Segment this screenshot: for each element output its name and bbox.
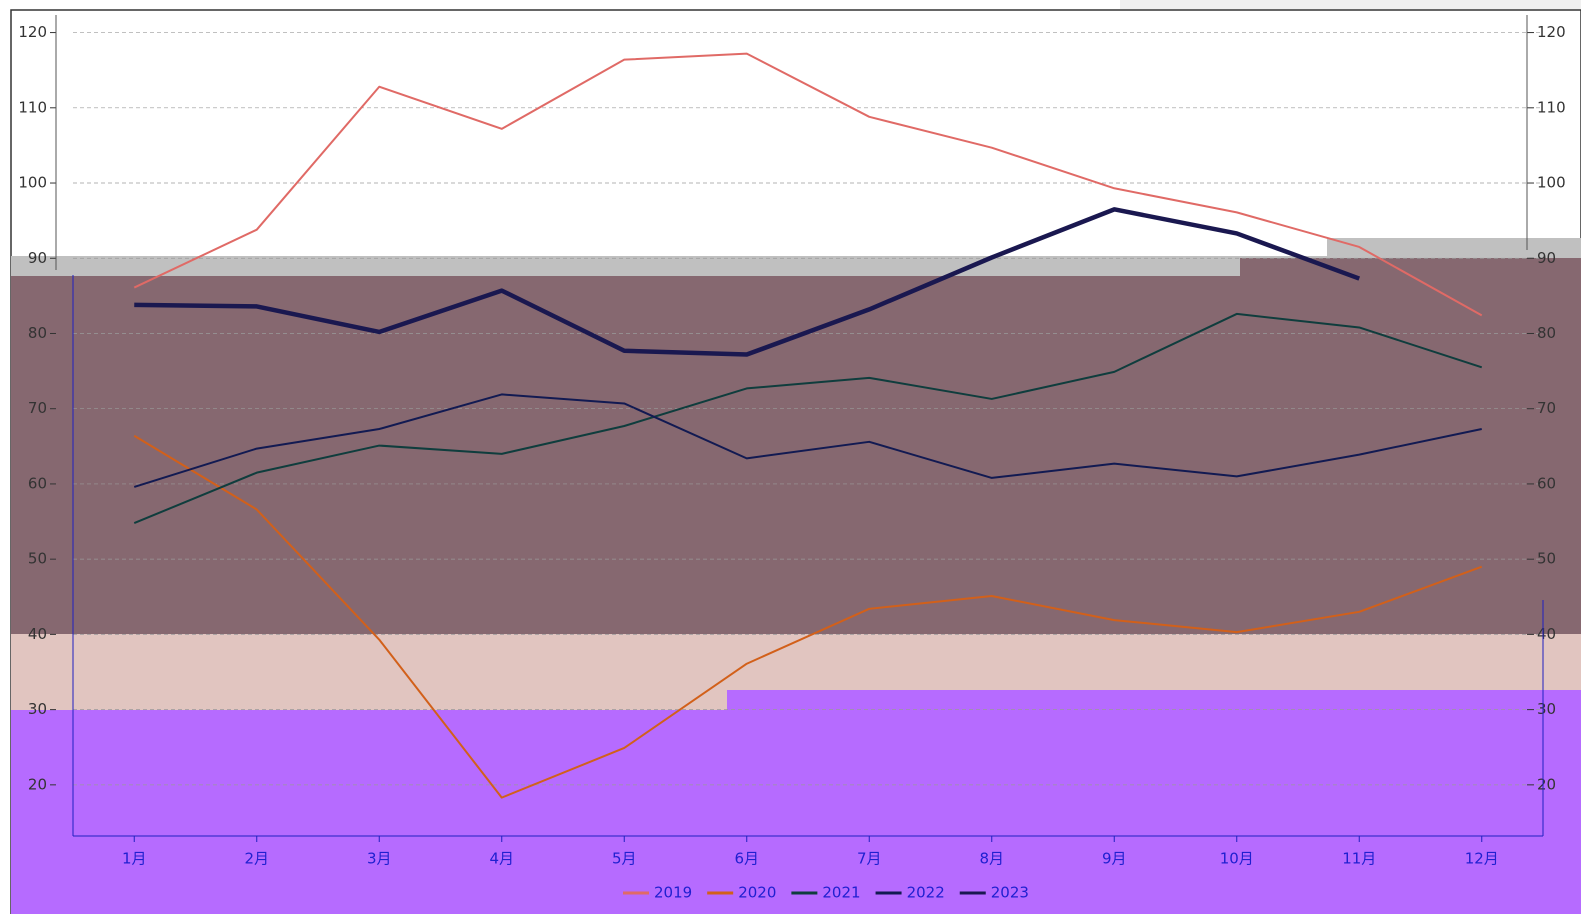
legend-label: 2019 <box>654 884 692 902</box>
band-gray-2 <box>1327 238 1581 258</box>
x-tick-label: 2月 <box>244 850 269 868</box>
y2-tick-label: 120 <box>1537 23 1566 41</box>
y-tick-label: 70 <box>28 399 47 417</box>
y2-tick-label: 110 <box>1537 98 1566 116</box>
y-tick-label: 120 <box>18 23 47 41</box>
x-tick-label: 5月 <box>612 850 637 868</box>
y-tick-label: 20 <box>28 775 47 793</box>
x-tick-label: 12月 <box>1465 850 1499 868</box>
y-tick-label: 110 <box>18 98 47 116</box>
y2-tick-label: 40 <box>1537 625 1556 643</box>
x-tick-label: 1月 <box>122 850 147 868</box>
y2-tick-label: 80 <box>1537 324 1556 342</box>
y2-tick-label: 90 <box>1537 249 1556 267</box>
band-purple <box>11 710 1581 914</box>
y2-tick-label: 70 <box>1537 399 1556 417</box>
y-tick-label: 100 <box>18 174 47 192</box>
legend-label: 2020 <box>738 884 776 902</box>
series-line <box>133 434 1483 799</box>
x-tick-label: 7月 <box>857 850 882 868</box>
y2-tick-label: 20 <box>1537 775 1556 793</box>
y-tick-label: 30 <box>28 700 47 718</box>
y-tick-label: 40 <box>28 625 47 643</box>
x-tick-label: 3月 <box>367 850 392 868</box>
x-tick-label: 10月 <box>1220 850 1254 868</box>
x-tick-label: 9月 <box>1102 850 1127 868</box>
series-line <box>133 393 1482 488</box>
y-tick-label: 60 <box>28 474 47 492</box>
y2-tick-label: 60 <box>1537 474 1556 492</box>
y2-tick-label: 30 <box>1537 700 1556 718</box>
x-tick-label: 11月 <box>1342 850 1376 868</box>
band-purple-2 <box>727 690 1581 710</box>
series-line <box>133 52 1483 317</box>
x-tick-label: 6月 <box>734 850 759 868</box>
top-strip <box>1120 0 1581 9</box>
x-tick-label: 8月 <box>979 850 1004 868</box>
band-gray <box>11 256 1581 276</box>
x-tick-label: 4月 <box>489 850 514 868</box>
y-tick-label: 90 <box>28 249 47 267</box>
band-brown-2 <box>1240 258 1581 614</box>
y-tick-label: 50 <box>28 550 47 568</box>
y-tick-label: 80 <box>28 324 47 342</box>
legend-label: 2022 <box>907 884 945 902</box>
legend-label: 2023 <box>991 884 1029 902</box>
legend-label: 2021 <box>822 884 860 902</box>
y2-tick-label: 100 <box>1537 174 1566 192</box>
y2-tick-label: 50 <box>1537 550 1556 568</box>
series-line <box>133 312 1483 524</box>
series-line <box>134 207 1361 357</box>
